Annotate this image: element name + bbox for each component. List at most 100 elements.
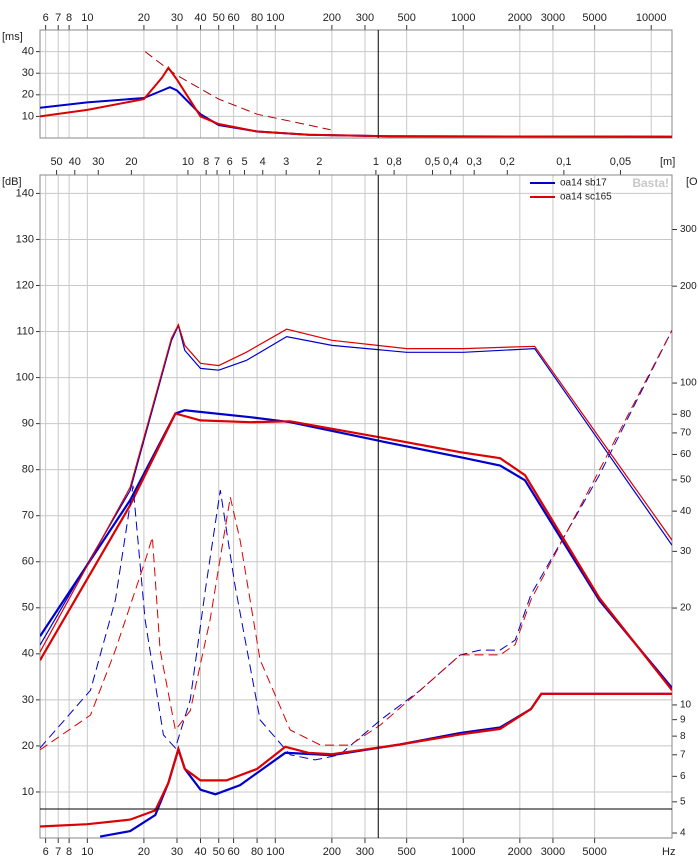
- x-tick-label: 100: [266, 846, 284, 858]
- x-tick-label: 80: [251, 12, 263, 24]
- y-axis-label: [ms]: [2, 31, 23, 43]
- x-tick-label: 60: [227, 12, 239, 24]
- y-tick-label: 60: [22, 556, 34, 568]
- y2-tick-label: 80: [680, 409, 692, 420]
- series-line: [40, 412, 672, 691]
- x2-tick-label: 2: [316, 156, 322, 168]
- x2-tick-label: 3: [283, 156, 289, 168]
- y-tick-label: 50: [22, 602, 34, 614]
- x-tick-label: 2000: [508, 12, 532, 24]
- y-tick-label: 30: [22, 694, 34, 706]
- y-tick-label: 100: [16, 371, 34, 383]
- x-tick-label: 5000: [582, 12, 606, 24]
- y-tick-label: 20: [22, 740, 34, 752]
- x-tick-label: 40: [194, 12, 206, 24]
- y-tick-label: 20: [22, 89, 34, 101]
- y2-tick-label: 30: [680, 546, 692, 557]
- series-line: [40, 323, 672, 653]
- x-tick-label: 100: [266, 12, 284, 24]
- y-tick-label: 80: [22, 464, 34, 476]
- y2-tick-label: 100: [680, 378, 697, 389]
- x-tick-label: 2000: [508, 846, 532, 858]
- x2-tick-label: 0,05: [610, 156, 631, 168]
- y2-tick-label: 50: [680, 475, 692, 486]
- x-tick-label: 7: [55, 12, 61, 24]
- x-tick-label: 300: [356, 846, 374, 858]
- x2-axis-label: [m]: [660, 156, 675, 168]
- y2-tick-label: 70: [680, 428, 692, 439]
- x-tick-label: 10: [81, 12, 93, 24]
- x-tick-label: 200: [323, 846, 341, 858]
- watermark: Basta!: [632, 176, 669, 190]
- x-tick-label: 3000: [541, 12, 565, 24]
- y2-tick-label: 9: [680, 714, 686, 725]
- series-line: [40, 329, 672, 751]
- y-tick-label: 90: [22, 418, 34, 430]
- x-tick-label: 7: [55, 846, 61, 858]
- x-tick-label: 500: [397, 12, 415, 24]
- y2-tick-label: 20: [680, 603, 692, 614]
- legend-label: oa14 sc165: [560, 192, 612, 203]
- x-axis-label: Hz: [662, 846, 675, 858]
- x2-tick-label: 40: [69, 156, 81, 168]
- series-line: [40, 692, 672, 828]
- y2-tick-label: 60: [680, 449, 692, 460]
- x-tick-label: 10000: [636, 12, 667, 24]
- x2-tick-label: 50: [50, 156, 62, 168]
- series-line: [40, 323, 672, 646]
- x2-tick-label: 20: [125, 156, 137, 168]
- y2-tick-label: 8: [680, 731, 686, 742]
- x-tick-label: 8: [66, 12, 72, 24]
- x-tick-label: 6: [43, 846, 49, 858]
- x-tick-label: 30: [171, 12, 183, 24]
- x2-tick-label: 30: [92, 156, 104, 168]
- x-tick-label: 30: [171, 846, 183, 858]
- y-tick-label: 140: [16, 187, 34, 199]
- y-tick-label: 40: [22, 46, 34, 58]
- x2-tick-label: 6: [227, 156, 233, 168]
- plot-frame: [39, 29, 673, 139]
- x-tick-label: 50: [213, 846, 225, 858]
- x-tick-label: 80: [251, 846, 263, 858]
- y-tick-label: 30: [22, 67, 34, 79]
- x2-tick-label: 0,5: [425, 156, 440, 168]
- x-tick-label: 50: [213, 12, 225, 24]
- y2-tick-label: 40: [680, 506, 692, 517]
- x-tick-label: 300: [356, 12, 374, 24]
- x-tick-label: 20: [138, 12, 150, 24]
- y-tick-label: 10: [22, 110, 34, 122]
- x2-tick-label: 0,3: [467, 156, 482, 168]
- y2-tick-label: 7: [680, 749, 686, 760]
- y-tick-label: 120: [16, 279, 34, 291]
- legend-label: oa14 sb17: [560, 178, 607, 189]
- x2-tick-label: 5: [241, 156, 247, 168]
- y2-tick-label: 200: [680, 281, 697, 292]
- y-tick-label: 110: [16, 325, 34, 337]
- x-tick-label: 200: [323, 12, 341, 24]
- x2-tick-label: 0,1: [556, 156, 571, 168]
- series-line: [40, 66, 672, 138]
- x-tick-label: 1000: [451, 12, 475, 24]
- x2-tick-label: 1: [373, 156, 379, 168]
- x2-tick-label: 10: [182, 156, 194, 168]
- y-tick-label: 40: [22, 648, 34, 660]
- x2-tick-label: 7: [214, 156, 220, 168]
- y-axis-label: [dB]: [2, 176, 22, 188]
- x2-tick-label: 8: [203, 156, 209, 168]
- y2-tick-label: 5: [680, 796, 686, 807]
- series-line: [144, 51, 331, 131]
- y2-tick-label: 10: [680, 700, 692, 711]
- x2-tick-label: 0,4: [443, 156, 458, 168]
- y2-tick-label: 6: [680, 771, 686, 782]
- x-tick-label: 6: [43, 12, 49, 24]
- y2-tick-label: 300: [680, 224, 697, 235]
- x-tick-label: 1000: [451, 846, 475, 858]
- plot-frame: [39, 174, 673, 839]
- x-tick-label: 10: [81, 846, 93, 858]
- y-tick-label: 10: [22, 786, 34, 798]
- y2-tick-label: 4: [680, 828, 686, 839]
- x-tick-label: 3000: [541, 846, 565, 858]
- x2-tick-label: 0,2: [500, 156, 515, 168]
- x2-tick-label: 0,8: [386, 156, 401, 168]
